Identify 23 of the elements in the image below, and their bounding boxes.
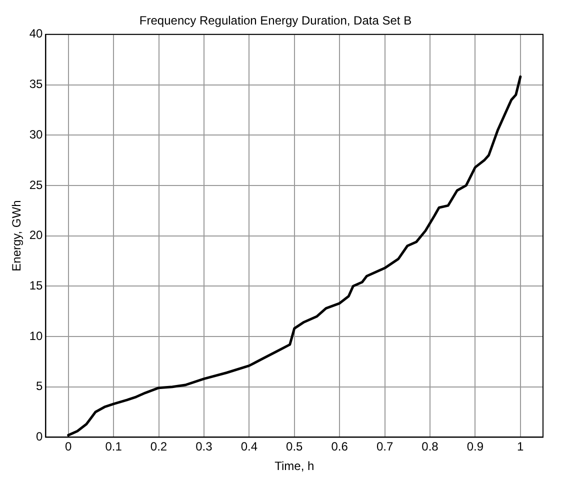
y-tick-label: 5 — [36, 379, 44, 394]
y-tick-label: 40 — [29, 26, 44, 41]
y-tick-label: 0 — [36, 430, 44, 444]
y-axis-title: Energy, GWh — [10, 200, 24, 272]
x-tick-label: 0.4 — [240, 440, 258, 454]
x-tick-label: 0.2 — [150, 440, 168, 454]
y-tick-label: 20 — [29, 228, 44, 242]
x-tick-label: 0.3 — [196, 440, 213, 454]
y-tick-label: 25 — [29, 178, 44, 192]
y-tick-label: 30 — [29, 127, 44, 142]
y-tick-label: 10 — [29, 328, 44, 343]
y-tick-label: 35 — [29, 77, 44, 92]
x-tick-label: 0.6 — [331, 440, 348, 454]
x-tick-label: 1 — [517, 440, 524, 454]
x-tick-label: 0 — [65, 440, 72, 454]
chart-title: Frequency Regulation Energy Duration, Data Set B — [139, 14, 412, 28]
y-tick-label: 15 — [29, 278, 44, 292]
x-tick-label: 0.9 — [466, 440, 484, 454]
x-tick-label: 0.7 — [376, 440, 394, 454]
x-tick-label: 0.8 — [422, 440, 439, 454]
x-tick-label: 0.1 — [105, 440, 122, 454]
x-tick-label: 0.5 — [286, 440, 304, 454]
x-axis-title: Time, h — [274, 459, 314, 474]
